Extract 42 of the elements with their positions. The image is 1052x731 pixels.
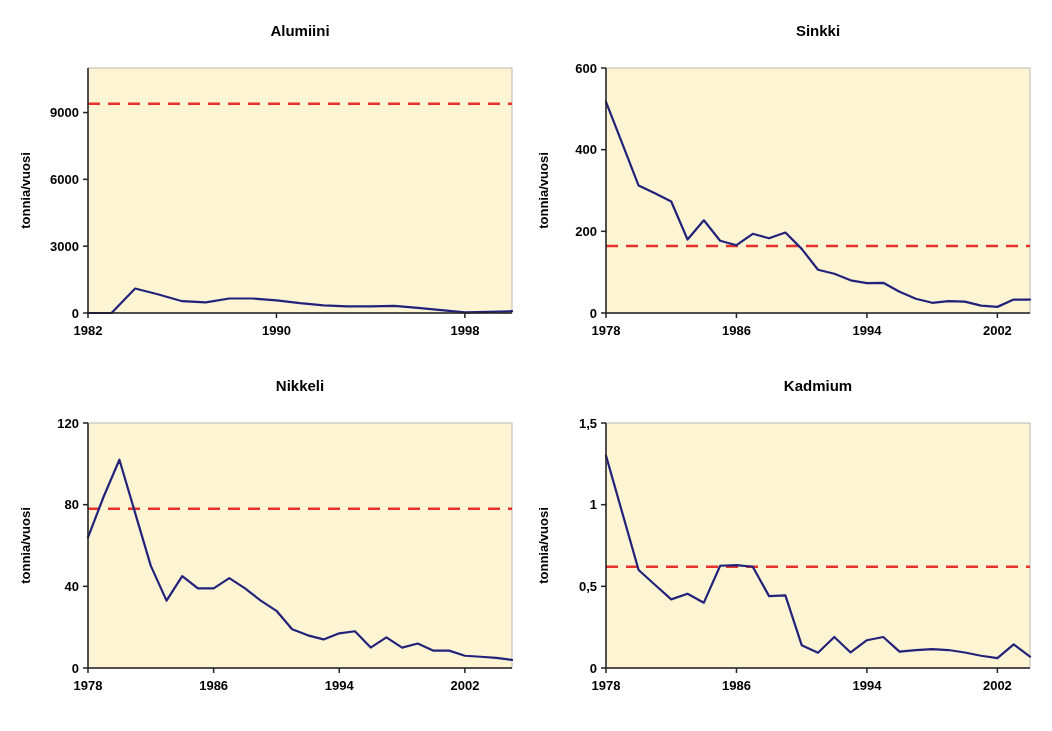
x-tick-label: 1986 [722, 678, 751, 693]
line-series [86, 458, 514, 661]
y-tick-label: 0 [71, 660, 79, 676]
x-tick-label: 1982 [73, 323, 103, 338]
y-tick-label: 3000 [50, 238, 79, 254]
chart-title: Nikkeli [275, 377, 325, 394]
x-tick-label: 1986 [199, 678, 229, 693]
y-tick-label: 120 [57, 415, 79, 431]
y-tick-label: 0 [71, 305, 79, 321]
y-tick-label: 0 [589, 660, 597, 676]
line-series [604, 454, 1032, 660]
x-tick-label: 1990 [261, 323, 291, 338]
x-tick-label: 1994 [852, 678, 883, 693]
x-tick-label: 1978 [73, 678, 103, 693]
y-tick-label: 80 [64, 497, 79, 513]
x-tick-label: 1978 [591, 678, 621, 693]
y-tick-label: 200 [575, 223, 597, 239]
x-tick-label: 1994 [852, 323, 883, 338]
y-tick-label: 600 [575, 60, 597, 76]
y-tick-label: 40 [64, 578, 79, 594]
y-tick-label: 0 [589, 305, 597, 321]
x-tick-label: 1986 [722, 323, 751, 338]
line-series [604, 100, 1032, 308]
x-tick-label: 2002 [982, 323, 1012, 338]
y-tick-label: 6000 [50, 171, 79, 187]
y-tick-label: 0,5 [578, 578, 597, 594]
y-axis-title: tonnia/vuosi [18, 507, 33, 584]
x-tick-label: 2002 [450, 678, 480, 693]
y-tick-label: 1 [589, 497, 597, 513]
chart-title: Sinkki [795, 22, 841, 39]
x-tick-label: 2002 [982, 678, 1012, 693]
y-axis-title: tonnia/vuosi [536, 152, 551, 229]
chart-title: Kadmium [783, 377, 853, 394]
x-tick-label: 1978 [591, 323, 621, 338]
y-tick-label: 1,5 [578, 415, 597, 431]
chart-title: Alumiini [270, 22, 330, 39]
y-axis-title: tonnia/vuosi [18, 152, 33, 229]
y-tick-label: 400 [575, 142, 597, 158]
y-axis-title: tonnia/vuosi [536, 507, 551, 584]
x-tick-label: 1994 [324, 678, 355, 693]
x-tick-label: 1998 [450, 323, 480, 338]
y-tick-label: 9000 [50, 105, 79, 121]
